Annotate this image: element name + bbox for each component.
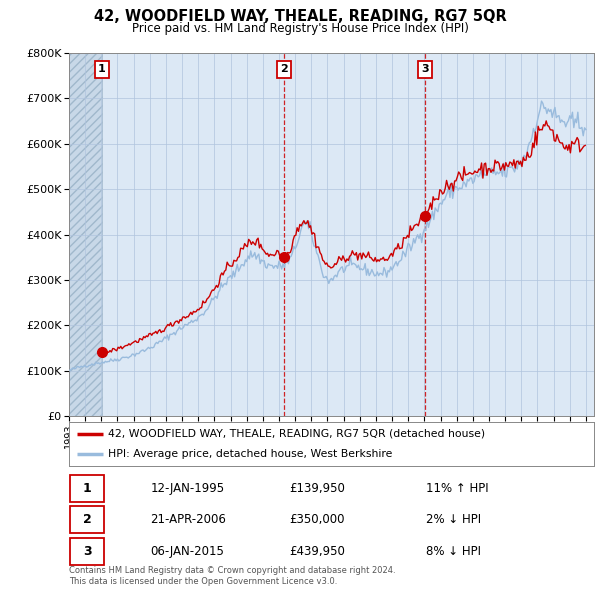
Text: 12-JAN-1995: 12-JAN-1995	[151, 482, 224, 495]
Text: This data is licensed under the Open Government Licence v3.0.: This data is licensed under the Open Gov…	[69, 577, 337, 586]
Text: 1: 1	[98, 64, 106, 74]
FancyBboxPatch shape	[70, 538, 104, 565]
Bar	[69, 53, 102, 416]
Text: 1: 1	[83, 482, 92, 495]
Text: HPI: Average price, detached house, West Berkshire: HPI: Average price, detached house, West…	[109, 449, 393, 459]
FancyBboxPatch shape	[70, 506, 104, 533]
Text: 42, WOODFIELD WAY, THEALE, READING, RG7 5QR (detached house): 42, WOODFIELD WAY, THEALE, READING, RG7 …	[109, 429, 485, 439]
Text: £439,950: £439,950	[290, 545, 346, 558]
Text: 8% ↓ HPI: 8% ↓ HPI	[426, 545, 481, 558]
Text: £350,000: £350,000	[290, 513, 345, 526]
Text: 2% ↓ HPI: 2% ↓ HPI	[426, 513, 481, 526]
Text: £139,950: £139,950	[290, 482, 346, 495]
Text: 3: 3	[83, 545, 92, 558]
Text: 21-APR-2006: 21-APR-2006	[151, 513, 226, 526]
Text: 3: 3	[421, 64, 428, 74]
Text: 2: 2	[83, 513, 92, 526]
Text: 2: 2	[280, 64, 288, 74]
Text: Contains HM Land Registry data © Crown copyright and database right 2024.: Contains HM Land Registry data © Crown c…	[69, 566, 395, 575]
Text: 06-JAN-2015: 06-JAN-2015	[151, 545, 224, 558]
Text: 42, WOODFIELD WAY, THEALE, READING, RG7 5QR: 42, WOODFIELD WAY, THEALE, READING, RG7 …	[94, 9, 506, 24]
Text: 11% ↑ HPI: 11% ↑ HPI	[426, 482, 488, 495]
FancyBboxPatch shape	[70, 475, 104, 502]
Text: Price paid vs. HM Land Registry's House Price Index (HPI): Price paid vs. HM Land Registry's House …	[131, 22, 469, 35]
